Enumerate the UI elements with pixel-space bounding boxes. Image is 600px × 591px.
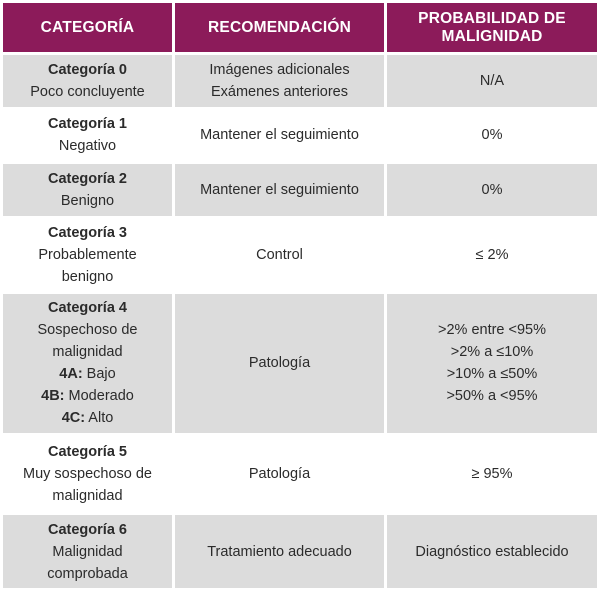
category-name: Categoría 3: [48, 224, 127, 241]
header-row: CATEGORÍA RECOMENDACIÓN PROBABILIDAD DE …: [3, 3, 597, 52]
recommendation-text: Patología: [248, 355, 311, 372]
probability-text: N/A: [479, 72, 505, 89]
subcategory-4c: 4C: Alto: [61, 410, 114, 427]
category-description: malignidad: [52, 487, 123, 504]
category-cell: Categoría 1 Negativo: [3, 109, 172, 161]
category-name: Categoría 5: [48, 443, 127, 460]
recommendation-text: Imágenes adicionales: [209, 61, 350, 78]
probability-text: Diagnóstico establecido: [415, 543, 569, 560]
recommendation-text: Mantener el seguimiento: [200, 127, 359, 144]
category-description: malignidad: [52, 344, 123, 361]
category-description: Negativo: [58, 138, 117, 155]
table-row: Categoría 4 Sospechoso de malignidad 4A:…: [3, 294, 597, 433]
category-name: Categoría 0: [48, 61, 127, 78]
category-cell: Categoría 3 Probablemente benigno: [3, 218, 172, 292]
probability-text: >50% a <95%: [446, 388, 538, 405]
category-name: Categoría 1: [48, 116, 127, 133]
table-row: Categoría 1 Negativo Mantener el seguimi…: [3, 109, 597, 161]
probability-text: ≤ 2%: [475, 246, 509, 263]
recommendation-text: Control: [256, 246, 303, 263]
probability-cell: Diagnóstico establecido: [387, 515, 597, 588]
category-description: Poco concluyente: [30, 83, 145, 100]
subcategory-4b: 4B: Moderado: [41, 388, 134, 405]
recommendation-text: Mantener el seguimiento: [200, 181, 359, 198]
table-row: Categoría 6 Malignidad comprobada Tratam…: [3, 515, 597, 588]
category-description: comprobada: [47, 565, 128, 582]
recommendation-cell: Tratamiento adecuado: [175, 515, 384, 588]
probability-text: >10% a ≤50%: [446, 366, 538, 383]
recommendation-cell: Mantener el seguimiento: [175, 164, 384, 216]
probability-text: >2% a ≤10%: [450, 344, 534, 361]
category-description: Malignidad: [52, 543, 123, 560]
recommendation-cell: Patología: [175, 294, 384, 433]
category-description: Sospechoso de: [37, 322, 138, 339]
header-probability: PROBABILIDAD DE MALIGNIDAD: [387, 3, 597, 52]
probability-text: ≥ 95%: [471, 465, 513, 482]
category-description: Benigno: [60, 192, 115, 209]
table-row: Categoría 5 Muy sospechoso de malignidad…: [3, 435, 597, 513]
category-description: Probablemente: [38, 246, 137, 263]
recommendation-cell: Patología: [175, 435, 384, 513]
probability-cell: >2% entre <95% >2% a ≤10% >10% a ≤50% >5…: [387, 294, 597, 433]
header-probability-line2: MALIGNIDAD: [441, 27, 543, 45]
recommendation-cell: Mantener el seguimiento: [175, 109, 384, 161]
category-name: Categoría 2: [48, 170, 127, 187]
category-cell: Categoría 0 Poco concluyente: [3, 55, 172, 107]
probability-text: 0%: [481, 181, 503, 198]
probability-text: >2% entre <95%: [437, 322, 547, 339]
category-name: Categoría 4: [48, 300, 127, 317]
probability-cell: N/A: [387, 55, 597, 107]
recommendation-cell: Control: [175, 218, 384, 292]
category-cell: Categoría 2 Benigno: [3, 164, 172, 216]
category-name: Categoría 6: [48, 521, 127, 538]
category-cell: Categoría 6 Malignidad comprobada: [3, 515, 172, 588]
category-cell: Categoría 5 Muy sospechoso de malignidad: [3, 435, 172, 513]
header-recommendation: RECOMENDACIÓN: [175, 3, 384, 52]
recommendation-cell: Imágenes adicionales Exámenes anteriores: [175, 55, 384, 107]
table-row: Categoría 3 Probablemente benigno Contro…: [3, 218, 597, 292]
header-probability-line1: PROBABILIDAD DE: [418, 9, 566, 27]
category-cell: Categoría 4 Sospechoso de malignidad 4A:…: [3, 294, 172, 433]
header-category: CATEGORÍA: [3, 3, 172, 52]
category-description: Muy sospechoso de: [23, 465, 152, 482]
recommendation-text: Tratamiento adecuado: [207, 543, 352, 560]
recommendation-text: Exámenes anteriores: [210, 83, 348, 100]
recommendation-text: Patología: [248, 465, 311, 482]
probability-cell: ≥ 95%: [387, 435, 597, 513]
category-description: benigno: [61, 268, 114, 285]
probability-text: 0%: [481, 127, 503, 144]
subcategory-4a: 4A: Bajo: [59, 366, 116, 383]
probability-cell: 0%: [387, 109, 597, 161]
probability-cell: ≤ 2%: [387, 218, 597, 292]
probability-cell: 0%: [387, 164, 597, 216]
table-row: Categoría 0 Poco concluyente Imágenes ad…: [3, 55, 597, 107]
table-row: Categoría 2 Benigno Mantener el seguimie…: [3, 164, 597, 216]
